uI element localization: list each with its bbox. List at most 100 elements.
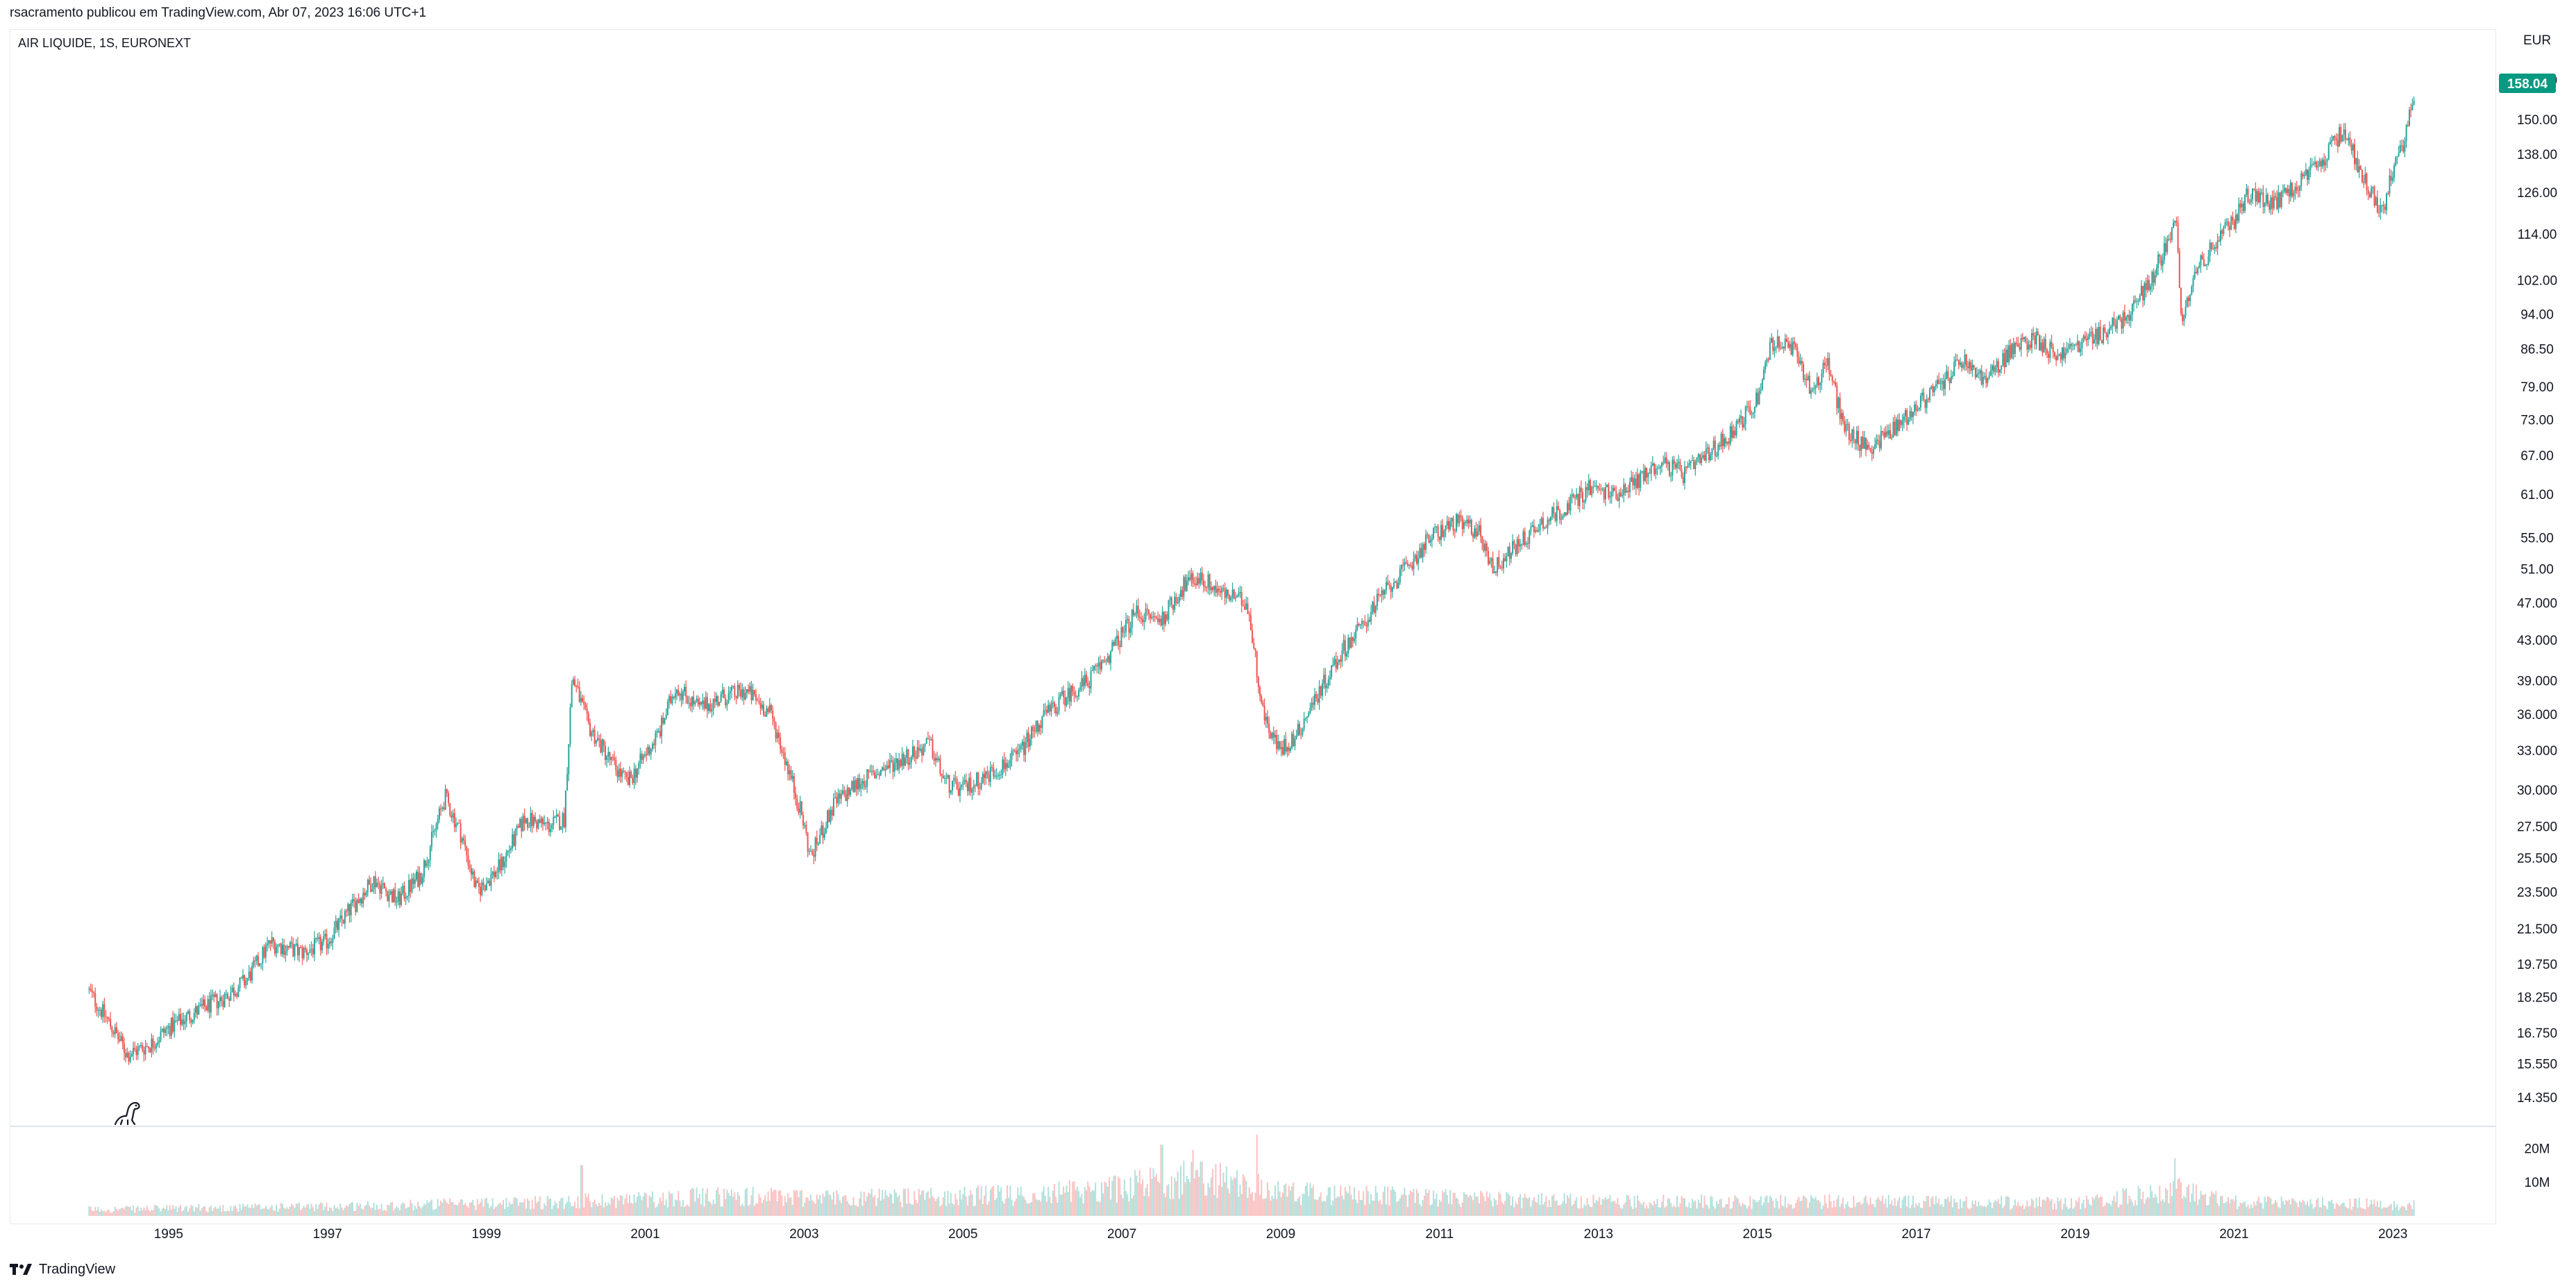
candle-body bbox=[2130, 314, 2132, 321]
volume-bar bbox=[1049, 1196, 1051, 1216]
candle-body bbox=[932, 738, 934, 759]
volume-bar bbox=[2157, 1203, 2160, 1216]
candle-body bbox=[1476, 531, 1479, 536]
volume-bar bbox=[1877, 1196, 1879, 1216]
volume-bar bbox=[2006, 1196, 2008, 1216]
volume-bar bbox=[532, 1208, 534, 1216]
volume-bar bbox=[1374, 1186, 1377, 1216]
volume-bar bbox=[143, 1207, 145, 1216]
volume-bar bbox=[338, 1209, 340, 1216]
candle-body bbox=[1469, 520, 1471, 524]
candle-body bbox=[712, 698, 714, 709]
candle-body bbox=[2098, 326, 2100, 344]
volume-bar bbox=[1064, 1192, 1066, 1216]
volume-bar bbox=[1186, 1176, 1188, 1216]
volume-bar bbox=[120, 1208, 122, 1216]
symbol-title[interactable]: AIR LIQUIDE, 1S, EURONEXT bbox=[18, 36, 192, 50]
volume-bar bbox=[1908, 1195, 1910, 1216]
candle-body bbox=[878, 774, 880, 776]
candle-body bbox=[231, 988, 233, 992]
candle-body bbox=[1659, 466, 1661, 468]
candle-body bbox=[1510, 553, 1512, 559]
time-axis[interactable]: 1995 1997 1999 2001 2003 2005 2007 2009 2011 2013… bbox=[154, 1227, 2408, 1242]
price-tick-label: 43.000 bbox=[2517, 634, 2557, 648]
candle-body bbox=[875, 775, 877, 778]
candle-body bbox=[1785, 339, 1787, 342]
candle-body bbox=[1760, 389, 1762, 391]
candle-body bbox=[1946, 371, 1948, 380]
volume-bar bbox=[2233, 1201, 2235, 1216]
volume-bar bbox=[677, 1190, 680, 1216]
dinosaur-icon[interactable] bbox=[111, 1097, 143, 1128]
volume-bar bbox=[1359, 1200, 1361, 1216]
price-axis[interactable]: 165.00150.00138.00126.00114.00102.0094.0… bbox=[2517, 74, 2557, 1106]
volume-bar bbox=[1265, 1198, 1267, 1216]
volume-bar bbox=[1538, 1194, 1540, 1216]
volume-bar bbox=[1466, 1194, 1468, 1216]
volume-bar bbox=[1437, 1206, 1439, 1216]
candle-body bbox=[2329, 142, 2331, 144]
volume-bar bbox=[1253, 1200, 1255, 1216]
candle-body bbox=[508, 849, 510, 851]
volume-bar bbox=[1767, 1203, 1769, 1216]
candle-body bbox=[595, 740, 597, 744]
candle-body bbox=[805, 824, 807, 834]
candle-body bbox=[475, 880, 477, 887]
time-tick-label: 1995 bbox=[154, 1227, 183, 1242]
candle-body bbox=[1910, 411, 1912, 417]
candle-body bbox=[158, 1040, 160, 1043]
candle-body bbox=[1867, 444, 1869, 450]
volume-bar bbox=[408, 1207, 410, 1216]
candle-body bbox=[437, 819, 439, 824]
volume-bar bbox=[1572, 1203, 1574, 1216]
chart-frame[interactable] bbox=[10, 29, 2496, 1224]
candle-body bbox=[527, 818, 529, 828]
candle-body bbox=[2352, 144, 2354, 151]
candle-body bbox=[691, 696, 693, 707]
candle-body bbox=[2339, 127, 2341, 147]
volume-bar bbox=[877, 1198, 879, 1216]
candle-body bbox=[1792, 341, 1794, 355]
volume-bar bbox=[2343, 1202, 2345, 1216]
volume-bar bbox=[1795, 1203, 1797, 1216]
price-tick-label: 73.00 bbox=[2520, 413, 2554, 428]
volume-bar bbox=[750, 1195, 752, 1216]
volume-bar bbox=[2203, 1194, 2205, 1216]
volume-bar bbox=[2112, 1201, 2114, 1216]
volume-bar bbox=[2309, 1199, 2312, 1216]
candle-body bbox=[650, 749, 652, 754]
volume-bar bbox=[527, 1199, 529, 1216]
candle-body bbox=[1812, 389, 1814, 391]
candle-body bbox=[1506, 556, 1508, 561]
volume-bar bbox=[2148, 1198, 2150, 1216]
volume-bar bbox=[190, 1205, 192, 1216]
volume-bar bbox=[396, 1206, 398, 1216]
candle-body bbox=[963, 779, 966, 782]
candle-body bbox=[1036, 720, 1038, 732]
candle-body bbox=[1619, 492, 1622, 496]
volume-bar bbox=[795, 1191, 797, 1216]
volume-bar bbox=[1163, 1193, 1165, 1216]
candle-body bbox=[1100, 660, 1102, 670]
volume-bar bbox=[1669, 1199, 1671, 1216]
candle-body bbox=[604, 745, 606, 761]
candle-body bbox=[391, 891, 393, 902]
candle-body bbox=[1329, 677, 1331, 679]
volume-bar bbox=[1969, 1209, 1971, 1216]
footer-brand[interactable]: TradingView bbox=[10, 1259, 115, 1280]
volume-bar bbox=[684, 1207, 686, 1216]
volume-bar bbox=[482, 1206, 485, 1216]
candle-body bbox=[461, 838, 463, 843]
candle-body bbox=[1891, 437, 1893, 439]
candle-body bbox=[513, 834, 515, 846]
volume-bar bbox=[2257, 1196, 2259, 1216]
candle-body bbox=[2300, 173, 2303, 187]
volume-bar bbox=[2350, 1210, 2352, 1216]
volume-bar bbox=[1350, 1194, 1352, 1216]
volume-bar bbox=[1635, 1208, 1637, 1216]
volume-bar bbox=[1207, 1183, 1209, 1216]
volume-bar bbox=[1965, 1196, 1967, 1216]
volume-bar bbox=[696, 1187, 698, 1216]
candle-body bbox=[1321, 683, 1323, 696]
